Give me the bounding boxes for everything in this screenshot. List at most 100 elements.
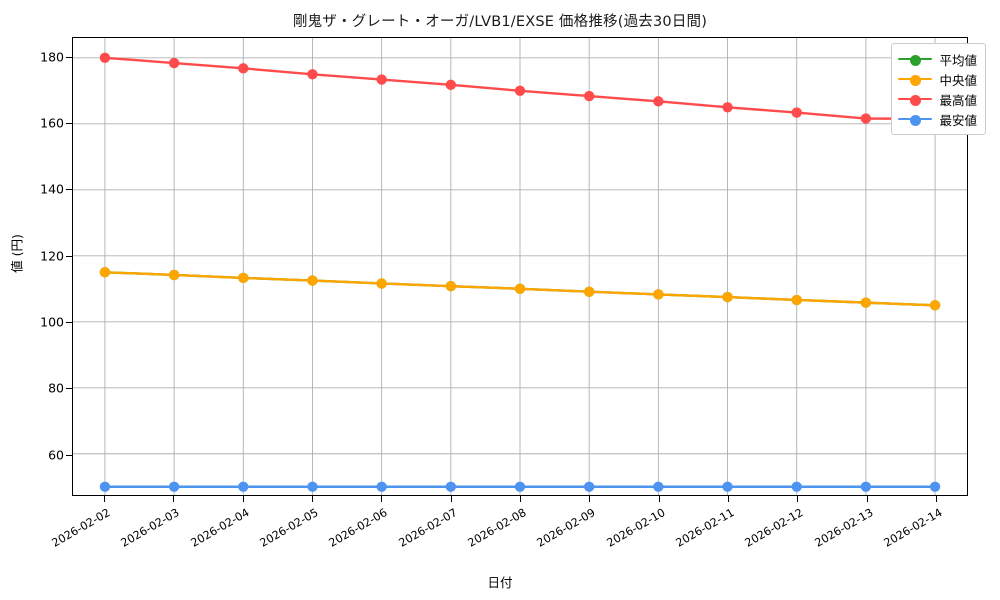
data-point bbox=[445, 280, 457, 292]
legend-item-3[interactable]: 最高値 bbox=[898, 89, 977, 109]
x-tick-label: 2026-02-07 bbox=[396, 506, 460, 550]
data-point bbox=[929, 300, 941, 311]
data-point bbox=[653, 289, 664, 300]
y-tick-mark bbox=[66, 322, 72, 323]
legend-label: 最高値 bbox=[939, 92, 977, 108]
y-tick-label: 80 bbox=[48, 380, 64, 396]
data-point bbox=[514, 85, 526, 96]
data-point bbox=[791, 294, 802, 306]
legend-label: 中央値 bbox=[939, 72, 977, 88]
y-tick-mark bbox=[66, 255, 72, 257]
chart-legend[interactable]: 平均値中央値最高値最安値 bbox=[891, 43, 986, 135]
legend-item-2[interactable]: 中央値 bbox=[898, 69, 977, 89]
y-tick-mark bbox=[66, 123, 72, 125]
data-point bbox=[445, 481, 457, 492]
x-tick-mark bbox=[104, 496, 105, 502]
data-point bbox=[238, 272, 249, 284]
x-tick-mark bbox=[589, 496, 591, 502]
x-tick-mark bbox=[242, 496, 244, 502]
series-2 bbox=[99, 267, 941, 311]
plot-svg bbox=[73, 38, 967, 495]
legend-label: 平均値 bbox=[939, 52, 977, 68]
data-point bbox=[860, 297, 872, 308]
data-point bbox=[99, 481, 111, 492]
data-point bbox=[168, 269, 180, 281]
x-tick-label: 2026-02-14 bbox=[881, 506, 945, 550]
x-tick-label: 2026-02-13 bbox=[812, 506, 876, 550]
data-point bbox=[514, 283, 526, 294]
data-point bbox=[929, 481, 941, 492]
legend-marker-icon bbox=[898, 92, 933, 106]
data-point bbox=[376, 278, 387, 289]
data-point bbox=[99, 52, 111, 63]
data-point bbox=[722, 291, 733, 303]
x-tick-mark bbox=[658, 496, 660, 502]
data-point bbox=[653, 481, 664, 492]
legend-item-4[interactable]: 最安値 bbox=[898, 109, 977, 129]
x-tick-mark bbox=[797, 496, 799, 502]
legend-marker-icon bbox=[898, 52, 933, 66]
data-point bbox=[860, 481, 872, 492]
plot-area bbox=[72, 37, 968, 496]
x-tick-label: 2026-02-06 bbox=[327, 506, 390, 550]
y-axis-tick-labels: 60 80 100 120 140 160 180 bbox=[0, 0, 64, 600]
data-point bbox=[583, 286, 595, 297]
x-tick-label: 2026-02-04 bbox=[188, 506, 252, 550]
data-point bbox=[514, 481, 526, 492]
x-tick-label: 2026-02-10 bbox=[604, 506, 668, 550]
y-tick-mark bbox=[66, 189, 72, 191]
legend-marker-icon bbox=[898, 112, 933, 126]
x-tick-label: 2026-02-08 bbox=[465, 506, 529, 550]
data-point bbox=[238, 481, 249, 492]
x-tick-mark bbox=[450, 496, 452, 502]
legend-marker-icon bbox=[898, 72, 933, 86]
data-point bbox=[168, 57, 180, 69]
data-point bbox=[445, 79, 457, 91]
data-point bbox=[722, 481, 733, 492]
data-point bbox=[376, 481, 387, 492]
legend-label: 最安値 bbox=[939, 112, 977, 128]
y-tick-label: 140 bbox=[40, 181, 64, 197]
x-tick-label: 2026-02-03 bbox=[119, 506, 182, 550]
grid-lines bbox=[73, 38, 967, 495]
data-point bbox=[307, 69, 318, 80]
data-point bbox=[583, 90, 595, 102]
data-point bbox=[583, 481, 595, 492]
series-3 bbox=[99, 52, 941, 125]
y-tick-label: 120 bbox=[40, 248, 64, 264]
y-tick-label: 160 bbox=[40, 115, 64, 131]
data-point bbox=[791, 107, 802, 118]
x-tick-mark bbox=[866, 496, 868, 502]
x-tick-label: 2026-02-05 bbox=[257, 506, 321, 550]
y-tick-label: 180 bbox=[40, 49, 64, 65]
data-point bbox=[168, 481, 180, 492]
data-point bbox=[307, 275, 318, 286]
data-point bbox=[860, 113, 872, 124]
x-tick-mark bbox=[312, 496, 313, 502]
x-tick-label: 2026-02-11 bbox=[673, 506, 737, 550]
y-tick-mark bbox=[66, 388, 72, 390]
data-point bbox=[376, 74, 387, 85]
chart-title: 剛鬼ザ・グレート・オーガ/LVB1/EXSE 価格推移(過去30日間) bbox=[292, 14, 708, 30]
x-axis-label: 日付 bbox=[487, 575, 513, 590]
x-tick-label: 2026-02-09 bbox=[535, 506, 598, 550]
series-lines bbox=[99, 52, 941, 492]
x-tick-mark bbox=[381, 496, 383, 502]
data-point bbox=[99, 267, 111, 278]
y-tick-mark bbox=[66, 454, 72, 456]
data-point bbox=[722, 102, 733, 113]
data-point bbox=[307, 481, 318, 492]
data-point bbox=[238, 63, 249, 74]
data-point bbox=[791, 481, 802, 492]
data-point bbox=[653, 96, 664, 107]
x-tick-label: 2026-02-12 bbox=[743, 506, 806, 550]
y-tick-mark bbox=[66, 56, 72, 58]
x-tick-mark bbox=[936, 496, 937, 502]
legend-item-1[interactable]: 平均値 bbox=[898, 49, 977, 69]
x-tick-mark bbox=[520, 496, 521, 502]
y-tick-label: 100 bbox=[40, 314, 64, 330]
x-tick-mark bbox=[728, 496, 729, 502]
x-tick-mark bbox=[173, 496, 175, 502]
series-4 bbox=[99, 481, 941, 492]
